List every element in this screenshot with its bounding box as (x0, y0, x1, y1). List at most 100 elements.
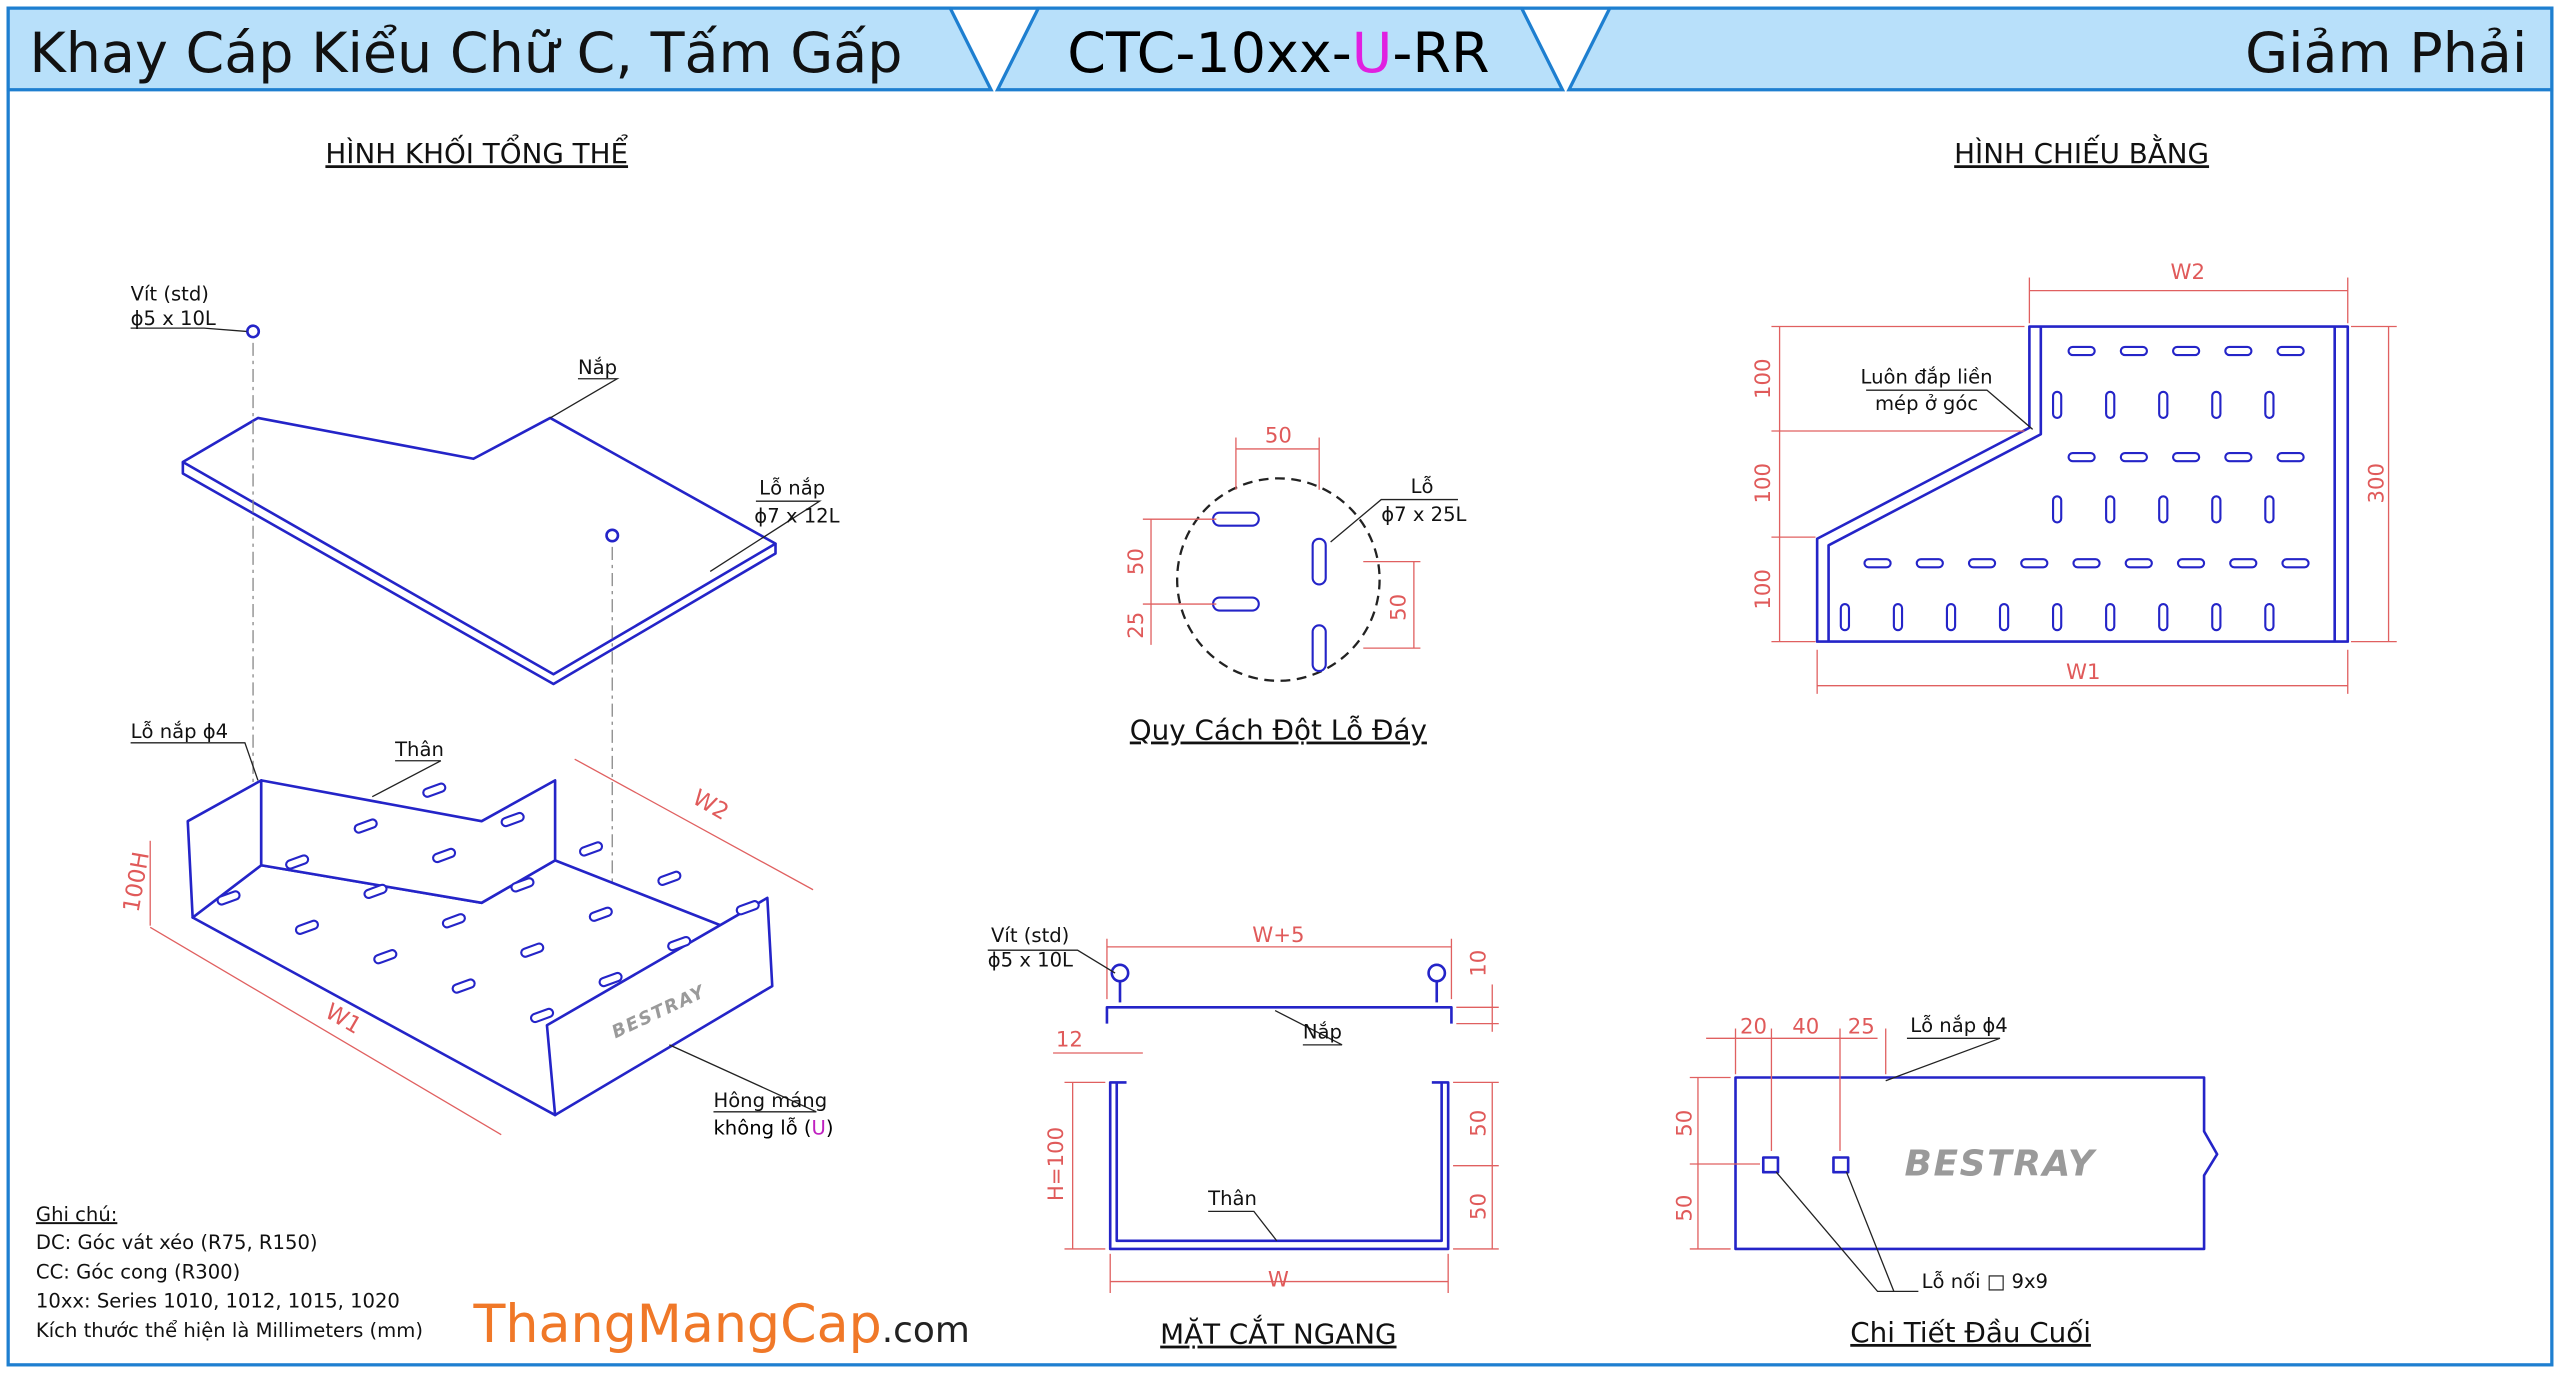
slot (2172, 451, 2201, 463)
circle (246, 324, 261, 339)
label: không lỗ (U) (713, 1117, 833, 1140)
code-text: CTC-10xx- (1067, 21, 1352, 86)
outline (1208, 1210, 1278, 1242)
label: DC: Góc vát xéo (R75, R150) (36, 1231, 318, 1254)
slot (588, 906, 613, 922)
label: Lỗ nắp ϕ4 (1910, 1014, 2008, 1037)
label: 50 (1672, 1110, 1697, 1137)
outline (1845, 1171, 1895, 1292)
outline (1734, 1076, 2219, 1251)
label: 20 (1740, 1014, 1767, 1039)
label: Vít (std) (131, 282, 209, 305)
website-suffix: .com (882, 1310, 970, 1351)
outline (130, 327, 247, 333)
outline (545, 896, 774, 1117)
shapes (130, 277, 2397, 1294)
label: ϕ5 x 10L (988, 948, 1073, 971)
label-text: ) (826, 1117, 834, 1140)
slot (2020, 558, 2049, 569)
label: Nắp (578, 356, 617, 379)
slot (2158, 602, 2169, 632)
outline (1105, 1005, 1453, 1024)
slot (598, 971, 623, 988)
code-mark: U (1352, 21, 1393, 86)
outline (181, 462, 777, 686)
slot (2224, 451, 2253, 463)
slot (735, 900, 760, 916)
outline (1885, 1037, 2001, 1082)
label: 100 (1751, 463, 1776, 504)
slot (216, 890, 241, 906)
label: 50 (1124, 548, 1149, 575)
label: 300 (2365, 463, 2390, 504)
label: 25 (1848, 1014, 1875, 1039)
slot (432, 847, 457, 864)
slot (294, 919, 319, 935)
circle (605, 528, 620, 543)
label: 50 (1387, 594, 1412, 621)
label: mép ở góc (1875, 392, 1978, 415)
slot (529, 1007, 555, 1024)
slot (1998, 602, 2010, 632)
outline (130, 742, 259, 781)
circle (1176, 477, 1381, 682)
label: Lỗ (1411, 475, 1434, 498)
slot (2158, 390, 2169, 420)
section-title: Ghi chú: (36, 1203, 117, 1226)
label: Kích thước thể hiện là Millimeters (mm) (36, 1319, 423, 1342)
code-text: -RR (1392, 21, 1489, 86)
label: 25 (1124, 612, 1149, 639)
section-title: Khay Cáp Kiểu Chữ C, Tấm Gấp (29, 21, 902, 86)
slot (2172, 345, 2201, 357)
slot (2158, 495, 2169, 524)
header-code: CTC-10xx-U-RR (1067, 21, 1489, 86)
label: W2 (2171, 260, 2205, 285)
outline (1330, 498, 1458, 543)
slot (2229, 558, 2258, 569)
slot (373, 949, 398, 965)
dimension-line (149, 926, 502, 1136)
outline (1108, 1081, 1450, 1251)
slot (2211, 602, 2222, 632)
label: Luôn đắp liền (1861, 366, 1993, 389)
section-title: Quy Cách Đột Lỗ Đáy (1130, 714, 1427, 747)
label: Hông máng (713, 1089, 827, 1112)
slot (2124, 558, 2153, 569)
label: ϕ7 x 12L (754, 504, 839, 527)
slot (657, 870, 682, 886)
label: 50 (1467, 1193, 1492, 1220)
label: Nắp (1303, 1020, 1342, 1043)
outline (371, 760, 442, 798)
slot (1892, 602, 1904, 632)
hole (1212, 596, 1260, 612)
section-title: HÌNH KHỐI TỔNG THỂ (325, 133, 628, 170)
label: 10xx: Series 1010, 1012, 1015, 1020 (36, 1290, 400, 1313)
label: ϕ5 x 10L (131, 307, 216, 330)
label: 100 (1751, 359, 1776, 400)
hole (1761, 1156, 1780, 1174)
label: Vít (std) (991, 924, 1069, 947)
slot (2119, 451, 2148, 463)
outline (669, 1044, 817, 1113)
outline (1866, 389, 2034, 430)
header-panel (994, 6, 1566, 92)
slot (1967, 558, 1997, 569)
slot (363, 883, 388, 900)
label-text: không lỗ ( (713, 1117, 811, 1140)
outline (1827, 326, 2043, 642)
slot (451, 978, 476, 994)
outline (987, 949, 1116, 974)
slot (520, 942, 545, 958)
slot (1863, 558, 1892, 569)
outline (709, 500, 822, 572)
slot (510, 877, 535, 893)
hole (1212, 511, 1260, 527)
slot (2264, 390, 2275, 420)
hole (1311, 624, 1327, 673)
slot (2264, 602, 2275, 632)
slot (2052, 390, 2063, 420)
label: 100 (1751, 569, 1776, 610)
slot (2067, 345, 2096, 357)
slot (2052, 602, 2063, 632)
